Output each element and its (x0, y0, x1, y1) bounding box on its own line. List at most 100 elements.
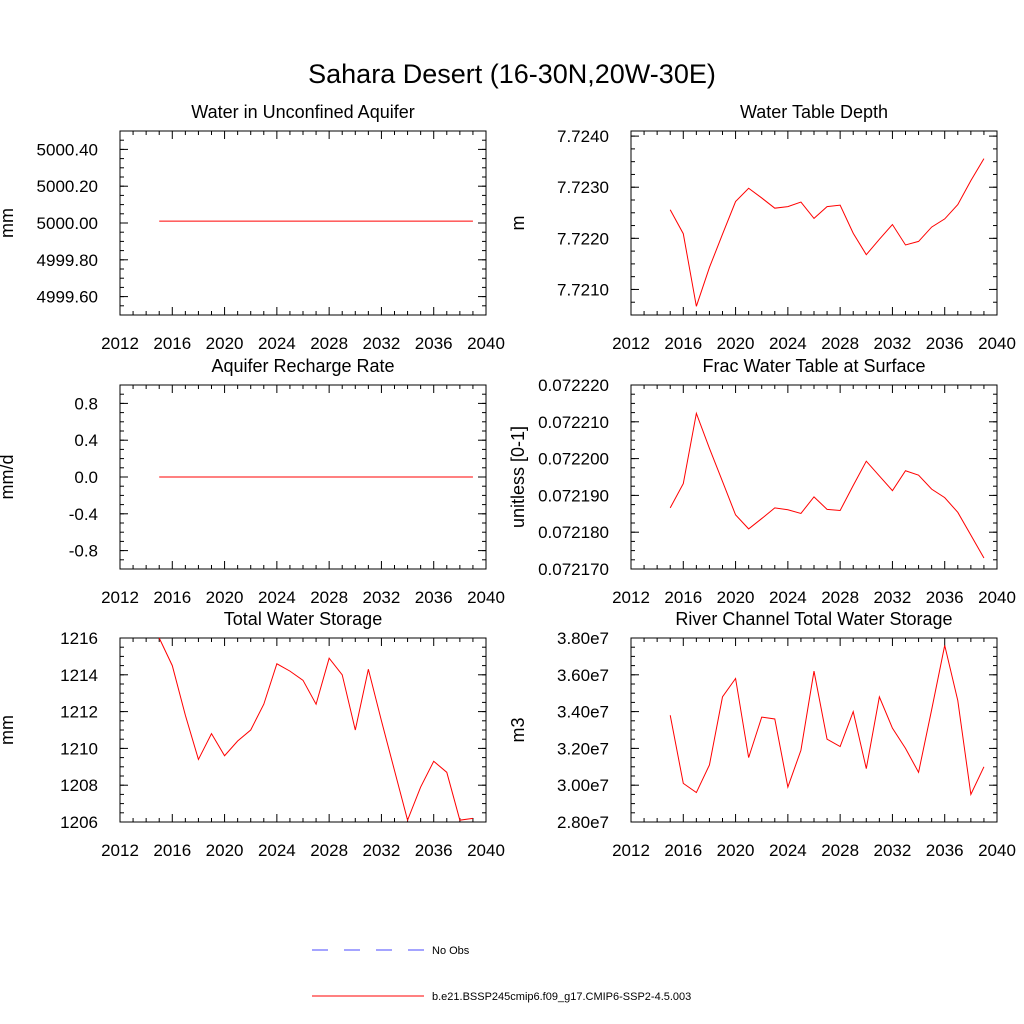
x-tick-label: 2024 (769, 588, 807, 607)
y-tick-label: 0.8 (74, 394, 98, 413)
y-axis-label: mm/d (0, 455, 17, 500)
x-tick-label: 2040 (467, 841, 505, 860)
plot-frame (119, 130, 487, 316)
chart-panel: Frac Water Table at Surface unitless [0-1… (508, 356, 1016, 607)
x-tick-label: 2040 (978, 334, 1016, 353)
y-tick-label: 0.072210 (538, 413, 609, 432)
x-tick-label: 2020 (206, 334, 244, 353)
plot-frame (630, 130, 998, 316)
x-tick-label: 2016 (153, 334, 191, 353)
x-tick-label: 2040 (978, 841, 1016, 860)
x-tick-label: 2020 (717, 588, 755, 607)
x-tick-label: 2012 (612, 841, 650, 860)
x-tick-label: 2028 (310, 588, 348, 607)
y-tick-label: 0.072200 (538, 450, 609, 469)
y-axis-label: mm (0, 715, 17, 745)
y-tick-label: 0.4 (74, 431, 98, 450)
y-tick-label: 3.40e7 (557, 703, 609, 722)
x-tick-label: 2012 (612, 334, 650, 353)
y-tick-label: 4999.60 (37, 288, 98, 307)
x-tick-label: 2016 (153, 588, 191, 607)
series-line (669, 645, 985, 797)
y-tick-label: 5000.20 (37, 177, 98, 196)
x-tick-label: 2024 (769, 334, 807, 353)
x-tick-label: 2016 (153, 841, 191, 860)
legend: No Obs b.e21.BSSP245cmip6.f09_g17.CMIP6-… (312, 945, 691, 1003)
y-tick-label: 4999.80 (37, 251, 98, 270)
y-tick-label: 0.072190 (538, 486, 609, 505)
x-tick-label: 2016 (664, 841, 702, 860)
y-tick-label: -0.4 (69, 505, 98, 524)
panel-title: Water Table Depth (740, 102, 888, 122)
x-tick-label: 2024 (258, 841, 296, 860)
series-line (158, 637, 473, 822)
y-tick-label: 7.7230 (557, 178, 609, 197)
panel-title: Water in Unconfined Aquifer (191, 102, 414, 122)
x-tick-label: 2028 (310, 841, 348, 860)
x-tick-label: 2040 (467, 588, 505, 607)
x-tick-label: 2024 (258, 588, 296, 607)
x-tick-label: 2032 (874, 588, 912, 607)
x-tick-label: 2036 (926, 334, 964, 353)
y-tick-label: 1210 (60, 739, 98, 758)
y-axis-label: m3 (508, 717, 528, 742)
figure-title: Sahara Desert (16-30N,20W-30E) (308, 59, 716, 89)
x-tick-label: 2020 (717, 841, 755, 860)
plot-frame (119, 637, 487, 823)
x-tick-label: 2032 (874, 841, 912, 860)
x-tick-label: 2012 (101, 841, 139, 860)
series-line (669, 411, 985, 559)
plot-frame (630, 384, 998, 570)
x-tick-label: 2036 (415, 588, 453, 607)
series-line (669, 158, 985, 307)
y-tick-label: 7.7220 (557, 229, 609, 248)
y-tick-label: 5000.40 (37, 140, 98, 159)
panel-title: Total Water Storage (224, 609, 382, 629)
y-tick-label: 1214 (60, 666, 98, 685)
y-tick-label: 3.80e7 (557, 629, 609, 648)
chart-panel: Water Table Depth m 2012 2016 2020 2024 2028 20… (508, 102, 1016, 353)
y-tick-label: 7.7210 (557, 280, 609, 299)
x-tick-label: 2024 (769, 841, 807, 860)
x-tick-label: 2020 (717, 334, 755, 353)
y-tick-label: 0.0 (74, 468, 98, 487)
x-tick-label: 2028 (821, 588, 859, 607)
y-tick-label: 3.00e7 (557, 776, 609, 795)
chart-panel: Total Water Storage mm 2012 2016 2020 2024 202… (0, 609, 505, 860)
y-axis-label: mm (0, 208, 17, 238)
y-tick-label: -0.8 (69, 542, 98, 561)
x-tick-label: 2032 (363, 334, 401, 353)
x-tick-label: 2032 (363, 588, 401, 607)
legend-obs-label: No Obs (432, 945, 470, 957)
x-tick-label: 2036 (926, 588, 964, 607)
panels: Water in Unconfined Aquifer mm 2012 2016 202… (0, 102, 1016, 860)
x-tick-label: 2028 (821, 334, 859, 353)
y-axis-label: unitless [0-1] (508, 426, 528, 528)
x-tick-label: 2032 (874, 334, 912, 353)
x-tick-label: 2036 (926, 841, 964, 860)
panel-title: River Channel Total Water Storage (675, 609, 952, 629)
x-tick-label: 2020 (206, 588, 244, 607)
x-tick-label: 2012 (101, 334, 139, 353)
y-tick-label: 1206 (60, 813, 98, 832)
chart-panel: Water in Unconfined Aquifer mm 2012 2016 202… (0, 102, 505, 353)
plot-frame (630, 637, 998, 823)
y-tick-label: 7.7240 (557, 127, 609, 146)
x-tick-label: 2036 (415, 334, 453, 353)
y-tick-label: 0.072180 (538, 523, 609, 542)
x-tick-label: 2040 (467, 334, 505, 353)
x-tick-label: 2036 (415, 841, 453, 860)
y-tick-label: 1216 (60, 629, 98, 648)
y-tick-label: 3.60e7 (557, 666, 609, 685)
y-tick-label: 3.20e7 (557, 739, 609, 758)
y-tick-label: 0.072220 (538, 376, 609, 395)
y-tick-label: 0.072170 (538, 560, 609, 579)
y-tick-label: 2.80e7 (557, 813, 609, 832)
x-tick-label: 2040 (978, 588, 1016, 607)
x-tick-label: 2012 (612, 588, 650, 607)
y-tick-label: 5000.00 (37, 214, 98, 233)
panel-title: Frac Water Table at Surface (702, 356, 925, 376)
panel-title: Aquifer Recharge Rate (211, 356, 394, 376)
